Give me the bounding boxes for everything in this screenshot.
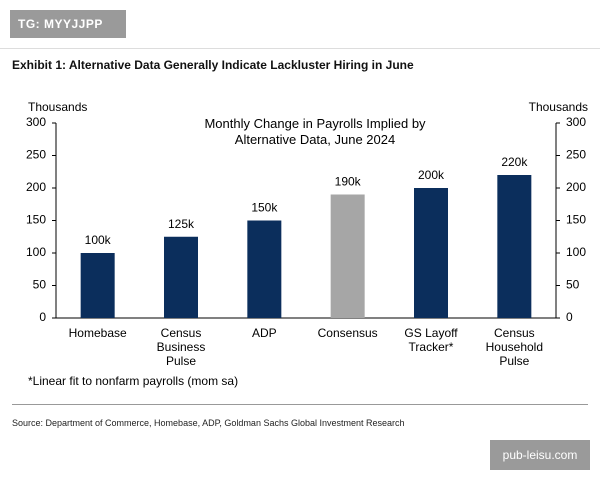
y-tick-label: 0 [39, 310, 46, 324]
value-label: 100k [85, 233, 112, 247]
x-tick-label: GS Layoff Tracker* [404, 326, 458, 354]
x-tick-label: Homebase [68, 326, 127, 340]
y-tick-label: 150 [26, 213, 46, 227]
exhibit-title: Exhibit 1: Alternative Data Generally In… [12, 58, 414, 72]
chart-title: Monthly Change in Payrolls Implied by Al… [204, 116, 426, 147]
watermark: pub-leisu.com [490, 440, 590, 470]
y2-tick-label: 150 [566, 213, 586, 227]
bar [497, 175, 532, 318]
value-label: 190k [335, 175, 362, 189]
y2-tick-label: 200 [566, 180, 586, 194]
y2-tick-label: 300 [566, 115, 586, 129]
value-label: 150k [251, 201, 278, 215]
y-tick-label: 50 [33, 278, 47, 292]
bar [330, 194, 365, 318]
y2-tick-label: 0 [566, 310, 573, 324]
bar [164, 236, 198, 318]
y-tick-label: 300 [26, 115, 46, 129]
bar [247, 220, 282, 318]
divider [12, 404, 588, 405]
y2-axis-label: Thousands [529, 100, 588, 114]
source: Source: Department of Commerce, Homebase… [12, 418, 405, 428]
y2-tick-label: 50 [566, 278, 580, 292]
y-tick-label: 100 [26, 245, 46, 259]
divider [0, 48, 600, 49]
value-label: 125k [168, 217, 195, 231]
value-label: 220k [501, 155, 528, 169]
x-tick-label: ADP [251, 326, 277, 340]
y2-tick-label: 250 [566, 148, 586, 162]
x-tick-label: Census Household Pulse [485, 326, 544, 368]
footnote: *Linear fit to nonfarm payrolls (mom sa) [28, 374, 239, 388]
x-tick-label: Consensus [317, 326, 378, 340]
y-tick-label: 250 [26, 148, 46, 162]
x-tick-label: Census Business Pulse [156, 326, 206, 368]
watermark: TG: MYYJJPP [10, 10, 126, 38]
y-tick-label: 200 [26, 180, 46, 194]
y-axis-label: Thousands [28, 100, 87, 114]
y2-tick-label: 100 [566, 245, 586, 259]
bar [80, 253, 115, 318]
bar [414, 188, 448, 318]
value-label: 200k [418, 168, 445, 182]
